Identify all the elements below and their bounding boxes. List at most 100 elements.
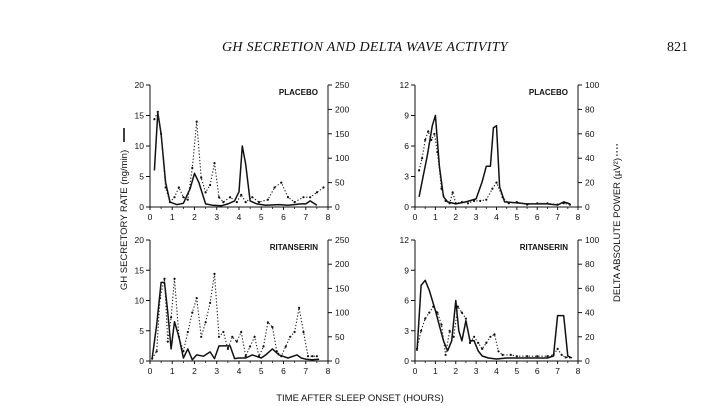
delta-power-point xyxy=(151,357,154,360)
left-tick-label: 0 xyxy=(404,202,409,212)
delta-power-point xyxy=(266,321,269,324)
right-tick-label: 80 xyxy=(585,259,595,269)
left-tick-label: 3 xyxy=(404,326,409,336)
delta-power-point xyxy=(424,317,427,320)
delta-power-point xyxy=(546,355,549,358)
delta-power-point xyxy=(509,353,512,356)
delta-power-point xyxy=(546,202,549,205)
delta-power-point xyxy=(163,277,166,280)
delta-power-point xyxy=(271,326,274,329)
left-tick-label: 6 xyxy=(404,296,409,306)
right-tick-label: 150 xyxy=(335,283,349,293)
delta-power-point xyxy=(195,297,198,300)
right-tick-label: 40 xyxy=(585,153,595,163)
right-axis-label: DELTA ABSOLUTE POWER (µV²) xyxy=(612,158,623,302)
x-tick-label: 2 xyxy=(453,212,458,222)
x-tick-label: 0 xyxy=(148,212,153,222)
left-tick-label: 10 xyxy=(135,296,145,306)
delta-power-point xyxy=(556,203,559,206)
delta-power-point xyxy=(217,196,221,199)
delta-power-point xyxy=(257,201,261,204)
x-tick-label: 2 xyxy=(453,366,458,376)
delta-power-point xyxy=(240,330,243,334)
delta-power-point xyxy=(552,353,555,356)
delta-power-point xyxy=(515,355,519,358)
right-tick-label: 20 xyxy=(585,178,595,188)
left-tick-label: 5 xyxy=(139,172,144,182)
delta-power-point xyxy=(430,138,433,141)
delta-power-point xyxy=(209,183,212,187)
x-tick-label: 4 xyxy=(494,212,499,222)
delta-power-point xyxy=(421,157,424,160)
left-axis-label-group: GH SECRETORY RATE (ng/min) xyxy=(119,128,130,290)
delta-power-point xyxy=(311,355,314,358)
panel-title: PLACEBO xyxy=(529,88,568,97)
right-tick-label: 60 xyxy=(585,129,595,139)
left-tick-label: 15 xyxy=(135,265,145,275)
left-tick-label: 9 xyxy=(404,265,409,275)
panel-title: PLACEBO xyxy=(279,88,318,97)
right-tick-label: 0 xyxy=(335,356,340,366)
delta-power-point xyxy=(170,316,173,319)
delta-power-point xyxy=(222,201,225,204)
delta-power-point xyxy=(213,272,216,275)
right-tick-label: 100 xyxy=(585,235,599,245)
delta-power-point xyxy=(164,186,167,189)
delta-power-point xyxy=(160,132,163,135)
delta-power-point xyxy=(217,335,221,338)
delta-power-point xyxy=(436,151,439,154)
delta-power-point xyxy=(427,130,430,133)
delta-power-point xyxy=(229,196,232,199)
delta-power-point xyxy=(280,181,283,184)
delta-power-point xyxy=(454,202,457,205)
delta-power-point xyxy=(195,120,198,123)
delta-power-point xyxy=(473,335,476,338)
x-tick-label: 0 xyxy=(413,212,418,222)
delta-power-point xyxy=(275,350,278,353)
gh-secretory-rate-line xyxy=(416,279,573,360)
delta-power-point xyxy=(315,355,318,358)
delta-power-point xyxy=(560,353,563,356)
delta-power-point xyxy=(432,305,435,308)
delta-power-point xyxy=(477,341,480,344)
delta-power-point xyxy=(177,186,180,189)
delta-power-point xyxy=(286,196,290,199)
delta-power-point xyxy=(209,301,212,304)
left-tick-label: 10 xyxy=(135,141,145,151)
delta-power-point xyxy=(257,355,261,358)
x-tick-label: 5 xyxy=(259,366,264,376)
delta-power-point xyxy=(456,305,459,308)
delta-power-point xyxy=(289,335,292,338)
x-tick-label: 4 xyxy=(237,212,242,222)
delta-power-point xyxy=(306,355,310,358)
delta-power-point xyxy=(235,340,238,343)
delta-power-point xyxy=(273,186,276,189)
delta-power-point xyxy=(309,196,312,199)
delta-power-point xyxy=(495,181,498,184)
delta-power-point xyxy=(556,347,559,350)
delta-power-point xyxy=(251,196,254,199)
delta-power-point xyxy=(436,311,439,314)
delta-power-point xyxy=(501,353,504,356)
x-tick-label: 4 xyxy=(494,366,499,376)
x-tick-label: 7 xyxy=(555,212,560,222)
x-tick-label: 8 xyxy=(576,212,581,222)
x-tick-label: 3 xyxy=(214,212,219,222)
left-tick-label: 5 xyxy=(139,326,144,336)
left-tick-label: 15 xyxy=(135,111,145,121)
delta-power-point xyxy=(562,202,565,205)
delta-power-point xyxy=(315,191,318,194)
left-tick-label: 12 xyxy=(400,235,410,245)
delta-power-point xyxy=(466,202,470,205)
running-title: GH SECRETION AND DELTA WAVE ACTIVITY xyxy=(222,40,508,55)
right-tick-label: 40 xyxy=(585,308,595,318)
right-tick-label: 50 xyxy=(335,178,345,188)
left-tick-label: 0 xyxy=(139,356,144,366)
delta-power-point xyxy=(166,340,169,343)
delta-power-point xyxy=(191,166,194,170)
delta-power-point xyxy=(448,202,451,205)
x-tick-label: 7 xyxy=(555,366,560,376)
